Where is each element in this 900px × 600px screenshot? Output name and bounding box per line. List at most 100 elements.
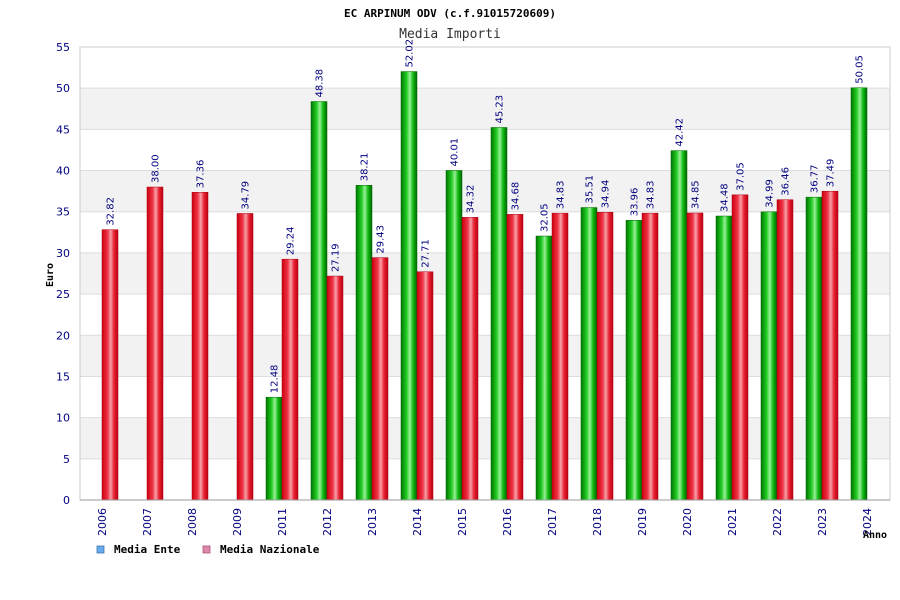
y-axis-ticks: 0 5 10 15 20 25 30 35 40 45 50 55	[56, 41, 70, 507]
x-tick-label: 2015	[456, 508, 469, 536]
value-label: 27.71	[421, 239, 432, 268]
legend-item-media-ente: Media Ente	[96, 543, 181, 556]
value-label: 37.36	[196, 160, 207, 189]
value-label: 50.05	[855, 55, 866, 84]
value-label: 12.48	[270, 365, 281, 394]
bar-media-ente-2017	[535, 235, 553, 501]
y-axis-label: Euro	[45, 263, 56, 287]
y-tick-label: 40	[56, 165, 70, 178]
bar-media-ente-2012	[310, 101, 328, 501]
y-tick-label: 55	[56, 41, 70, 54]
x-axis-ticks: 2006 2007 2008 2009 2011 2012 2013 2014 2015 2016…	[96, 508, 874, 536]
bars	[101, 71, 868, 501]
x-tick-label: 2019	[636, 508, 649, 536]
y-tick-label: 50	[56, 82, 70, 95]
x-tick-label: 2020	[681, 508, 694, 536]
bar-media-ente-2016	[490, 127, 508, 501]
bar-media-nazionale-2021	[731, 194, 749, 501]
value-label: 34.85	[691, 180, 702, 209]
x-tick-label: 2018	[591, 508, 604, 536]
bar-media-nazionale-2023	[821, 190, 839, 501]
bar-media-nazionale-2013	[371, 257, 389, 501]
legend-label-media-nazionale: Media Nazionale	[220, 543, 320, 556]
value-label: 40.01	[450, 138, 461, 167]
y-tick-label: 15	[56, 370, 70, 383]
bar-media-ente-2018	[580, 207, 598, 501]
grid-band	[80, 170, 890, 212]
bar-media-ente-2015	[445, 170, 463, 501]
y-tick-label: 35	[56, 206, 70, 219]
value-label: 32.05	[540, 203, 551, 232]
bar-media-ente-2013	[355, 185, 373, 501]
bar-media-nazionale-2018	[596, 211, 614, 501]
value-labels: 32.82 38.00 37.36 34.79 12.48 29.24 48.38 27.19…	[106, 39, 866, 393]
value-label: 34.79	[241, 181, 252, 210]
legend-swatch-media-ente	[96, 545, 105, 554]
x-tick-label: 2014	[411, 508, 424, 536]
bar-media-ente-2014	[400, 71, 418, 501]
bar-media-nazionale-2007	[146, 186, 164, 501]
bar-media-ente-2024	[850, 87, 868, 501]
y-tick-label: 45	[56, 123, 70, 136]
value-label: 29.24	[286, 227, 297, 256]
value-label: 34.32	[466, 185, 477, 214]
bar-media-nazionale-2012	[326, 275, 344, 501]
x-tick-label: 2012	[321, 508, 334, 536]
x-tick-label: 2016	[501, 508, 514, 536]
x-axis-label: Anno	[863, 530, 887, 541]
bar-media-nazionale-2017	[551, 212, 569, 501]
x-tick-label: 2022	[771, 508, 784, 536]
bar-media-nazionale-2006	[101, 229, 119, 501]
legend-swatch-media-nazionale	[202, 545, 211, 554]
y-tick-label: 30	[56, 247, 70, 260]
x-tick-label: 2013	[366, 508, 379, 536]
legend: Media Ente Media Nazionale	[96, 543, 320, 556]
bar-media-ente-2022	[760, 211, 778, 501]
value-label: 45.23	[495, 95, 506, 124]
value-label: 34.83	[556, 180, 567, 209]
value-label: 37.05	[736, 162, 747, 191]
bar-media-ente-2019	[625, 220, 643, 501]
value-label: 42.42	[675, 118, 686, 147]
grid-band	[80, 335, 890, 377]
bar-media-nazionale-2016	[506, 214, 524, 501]
bar-media-nazionale-2015	[461, 217, 479, 501]
x-tick-label: 2009	[231, 508, 244, 536]
value-label: 34.68	[511, 182, 522, 211]
y-tick-label: 20	[56, 329, 70, 342]
bar-media-ente-2021	[715, 215, 733, 501]
bar-media-nazionale-2019	[641, 212, 659, 501]
grid-band	[80, 88, 890, 130]
x-tick-label: 2006	[96, 508, 109, 536]
value-label: 34.94	[601, 180, 612, 209]
x-tick-label: 2024	[861, 508, 874, 536]
bar-media-nazionale-2011	[281, 258, 299, 501]
bar-media-nazionale-2009	[236, 213, 254, 501]
bar-media-ente-2011	[265, 396, 283, 501]
value-label: 29.43	[376, 225, 387, 254]
x-tick-label: 2021	[726, 508, 739, 536]
value-label: 36.46	[781, 167, 792, 196]
value-label: 37.49	[826, 159, 837, 188]
bar-media-nazionale-2022	[776, 199, 794, 501]
chart-title: EC ARPINUM ODV (c.f.91015720609)	[344, 7, 556, 20]
x-tick-label: 2007	[141, 508, 154, 536]
value-label: 34.99	[765, 179, 776, 208]
grid-band	[80, 417, 890, 459]
value-label: 27.19	[331, 243, 342, 272]
x-tick-label: 2008	[186, 508, 199, 536]
grid-bands	[80, 88, 890, 459]
bar-media-nazionale-2008	[191, 192, 209, 501]
value-label: 38.21	[360, 153, 371, 182]
value-label: 48.38	[315, 69, 326, 98]
value-label: 38.00	[151, 154, 162, 183]
y-tick-label: 5	[63, 453, 70, 466]
value-label: 52.02	[405, 39, 416, 68]
bar-media-ente-2023	[805, 196, 823, 501]
x-tick-label: 2023	[816, 508, 829, 536]
x-tick-label: 2011	[276, 508, 289, 536]
y-tick-label: 25	[56, 288, 70, 301]
value-label: 35.51	[585, 175, 596, 204]
legend-item-media-nazionale: Media Nazionale	[202, 543, 320, 556]
